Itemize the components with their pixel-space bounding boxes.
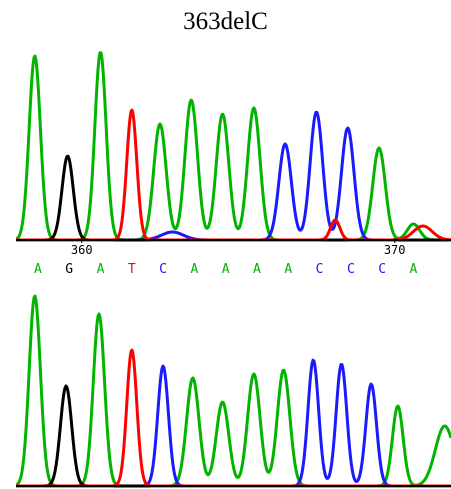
base-call: C xyxy=(347,262,355,277)
base-call: C xyxy=(378,262,386,277)
chart-title: 363delC xyxy=(183,8,268,35)
top-trace-A xyxy=(16,51,451,242)
base-call: C xyxy=(316,262,324,277)
base-call: C xyxy=(159,262,167,277)
base-call: A xyxy=(97,262,105,277)
base-call: G xyxy=(65,262,73,277)
chromatogram-top xyxy=(16,51,451,242)
chromatogram-bottom xyxy=(16,294,451,488)
base-call: A xyxy=(34,262,42,277)
base-call: T xyxy=(128,262,136,277)
base-call: A xyxy=(253,262,261,277)
base-call: A xyxy=(222,262,230,277)
base-call: A xyxy=(190,262,198,277)
base-call: A xyxy=(410,262,418,277)
position-axis: 360 370 xyxy=(71,238,406,256)
bottom-trace-A xyxy=(16,294,451,488)
tick-label-360: 360 xyxy=(71,243,93,256)
tick-label-370: 370 xyxy=(384,243,406,256)
base-call: A xyxy=(284,262,292,277)
